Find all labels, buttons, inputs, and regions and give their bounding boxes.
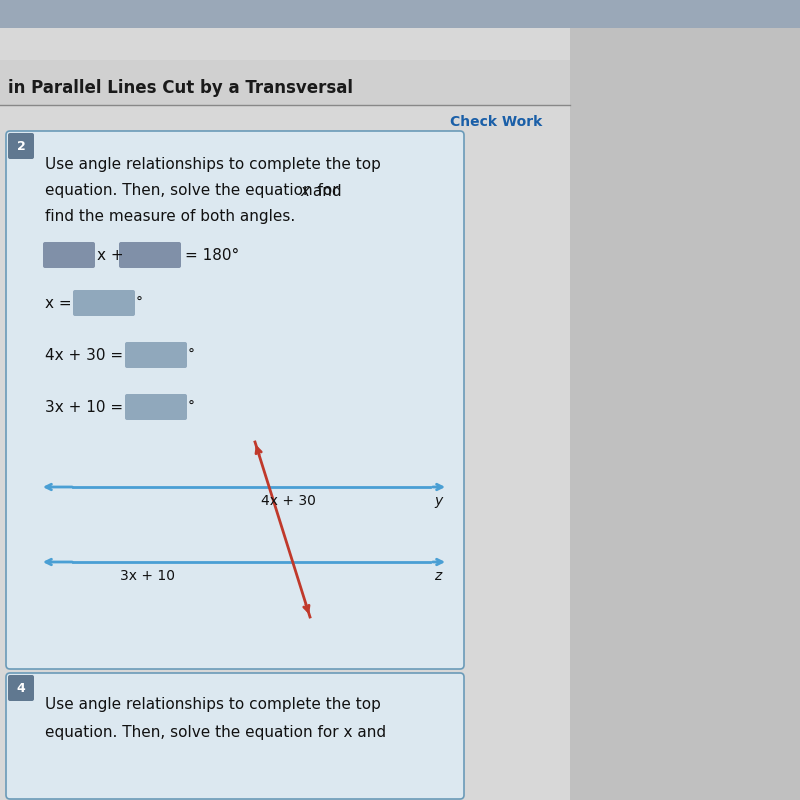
FancyBboxPatch shape [119, 242, 181, 268]
Text: Use angle relationships to complete the top: Use angle relationships to complete the … [45, 158, 381, 173]
Text: 2: 2 [17, 139, 26, 153]
Text: °: ° [188, 348, 195, 362]
Text: equation. Then, solve the equation for x and: equation. Then, solve the equation for x… [45, 726, 386, 741]
FancyBboxPatch shape [8, 675, 34, 701]
Text: = 180°: = 180° [185, 247, 239, 262]
Text: find the measure of both angles.: find the measure of both angles. [45, 210, 295, 225]
Text: x: x [300, 183, 309, 198]
Text: and: and [308, 183, 342, 198]
Text: 4: 4 [17, 682, 26, 694]
Bar [0, 60, 570, 105]
Text: z: z [434, 569, 442, 583]
Bar [570, 28, 800, 800]
Text: 3x + 10: 3x + 10 [120, 569, 175, 583]
Text: x =: x = [45, 295, 72, 310]
FancyBboxPatch shape [8, 133, 34, 159]
Bar [0, 0, 800, 28]
FancyBboxPatch shape [125, 394, 187, 420]
Text: Check Work: Check Work [450, 115, 542, 129]
FancyBboxPatch shape [125, 342, 187, 368]
Text: 4x + 30: 4x + 30 [261, 494, 316, 508]
Text: Use angle relationships to complete the top: Use angle relationships to complete the … [45, 698, 381, 713]
FancyBboxPatch shape [6, 673, 464, 799]
Text: 3x + 10 =: 3x + 10 = [45, 399, 123, 414]
Text: 4x + 30 =: 4x + 30 = [45, 347, 123, 362]
FancyBboxPatch shape [73, 290, 135, 316]
Bar [0, 28, 570, 800]
Text: in Parallel Lines Cut by a Transversal: in Parallel Lines Cut by a Transversal [8, 79, 353, 97]
FancyBboxPatch shape [43, 242, 95, 268]
Text: x +: x + [97, 247, 124, 262]
Text: y: y [434, 494, 442, 508]
Text: °: ° [188, 400, 195, 414]
Text: equation. Then, solve the equation for: equation. Then, solve the equation for [45, 183, 343, 198]
FancyBboxPatch shape [6, 131, 464, 669]
Text: °: ° [136, 296, 143, 310]
